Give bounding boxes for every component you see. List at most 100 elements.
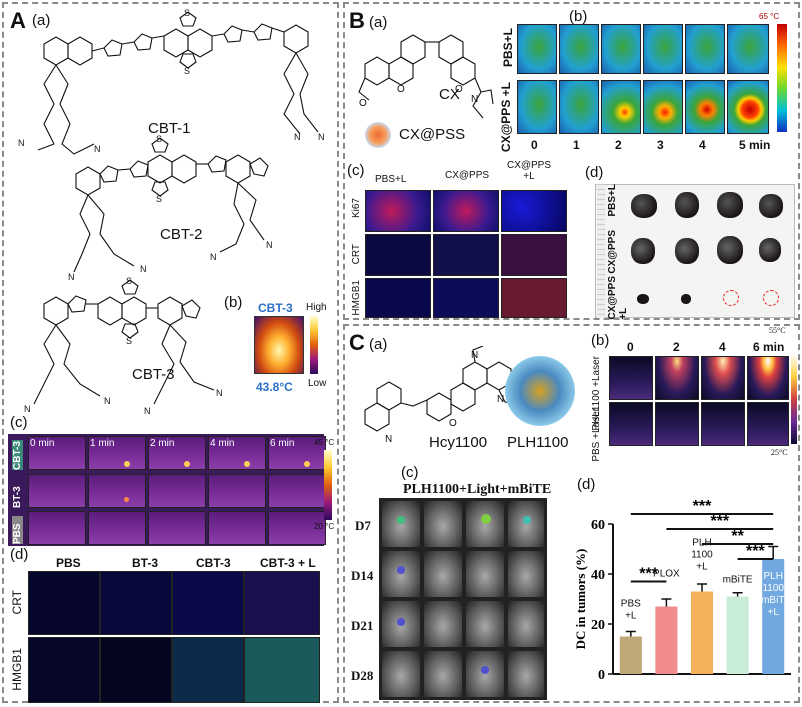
molecule-label-cbt1: CBT-1 bbox=[148, 120, 191, 137]
stain-row-crt: CRT bbox=[10, 590, 24, 615]
micro-d21-3 bbox=[507, 600, 545, 648]
panel-b-sub-c: (c) bbox=[347, 162, 365, 179]
significance-stars: *** bbox=[639, 566, 658, 583]
nir-colorbar bbox=[791, 354, 797, 444]
tumor-row-0: PBS+L bbox=[607, 184, 618, 217]
svg-text:S: S bbox=[156, 134, 162, 144]
cx-tile-cx-5 bbox=[727, 80, 769, 134]
svg-text:N: N bbox=[497, 394, 504, 405]
micro-d28-1 bbox=[423, 650, 463, 698]
tumor-1-0 bbox=[631, 238, 655, 264]
plh1100-nanoparticle bbox=[505, 356, 575, 426]
panel-b-sub-a: (a) bbox=[369, 14, 388, 31]
cx-tile-pbs-5 bbox=[727, 24, 769, 74]
micro-title: PLH1100+Light+mBiTE bbox=[403, 482, 552, 497]
panel-c-sub-b: (b) bbox=[591, 332, 610, 349]
svg-text:S: S bbox=[126, 336, 132, 346]
panel-a-letter: A bbox=[10, 8, 26, 33]
cx-stain-hmgb1-2 bbox=[501, 278, 567, 318]
hcy1100-structure: N O N N bbox=[364, 346, 518, 445]
ir-time-4: 6 min bbox=[270, 438, 295, 449]
cx-tile-pbs-1 bbox=[559, 24, 599, 74]
cx-tile-pbs-3 bbox=[643, 24, 683, 74]
svg-text:N: N bbox=[318, 132, 325, 142]
bar bbox=[762, 559, 785, 674]
svg-text:N: N bbox=[216, 388, 223, 398]
panel-b-sub-b: (b) bbox=[569, 8, 588, 25]
cx-time-5: 5 min bbox=[739, 138, 771, 152]
panel-a-sub-a: (a) bbox=[32, 12, 51, 29]
stain-col-cbt3: CBT-3 bbox=[196, 556, 231, 570]
cx-stain-ki67-0 bbox=[365, 190, 431, 232]
cx-tile-cx-0 bbox=[517, 80, 557, 134]
svg-text:N: N bbox=[18, 138, 25, 148]
cx-stain-row-hmgb1: HMGB1 bbox=[351, 280, 362, 316]
category-label: +L bbox=[625, 611, 637, 622]
micro-d28-0 bbox=[381, 650, 421, 698]
stain-crt-cbt3 bbox=[172, 571, 244, 635]
category-label: 1100 bbox=[691, 550, 713, 561]
y-tick-label: 0 bbox=[598, 668, 605, 683]
significance-stars: *** bbox=[746, 543, 765, 560]
ir-colorbar bbox=[324, 450, 332, 520]
micro-d7-1 bbox=[423, 500, 463, 548]
svg-text:N: N bbox=[385, 434, 392, 445]
ir-row-label-bt3: BT-3 bbox=[12, 486, 23, 508]
cx-row-pbs: PBS+L bbox=[501, 28, 515, 68]
thermal-high-label: High bbox=[306, 302, 327, 313]
svg-text:O: O bbox=[359, 98, 367, 109]
y-tick-label: 20 bbox=[591, 618, 605, 633]
svg-text:N: N bbox=[471, 94, 478, 105]
panel-a-sub-d: (d) bbox=[10, 546, 29, 563]
tumor-1-3 bbox=[759, 238, 781, 262]
cx-time-1: 1 bbox=[573, 138, 580, 152]
cx-stain-col-1: CX@PPS bbox=[445, 170, 490, 181]
category-label: PBS bbox=[621, 599, 641, 610]
cx-tile-pbs-2 bbox=[601, 24, 641, 74]
ir-time-2: 2 min bbox=[150, 438, 175, 449]
micro-d14-3 bbox=[507, 550, 545, 598]
svg-text:S: S bbox=[184, 66, 190, 76]
ir-hotspot-1 bbox=[124, 461, 130, 467]
cx-stain-row-crt: CRT bbox=[351, 244, 362, 265]
stain-crt-cbt3-l bbox=[244, 571, 320, 635]
svg-text:N: N bbox=[24, 404, 31, 414]
nir-time-0: 0 bbox=[627, 340, 634, 354]
nir-tile-plh-1 bbox=[655, 356, 699, 400]
svg-text:N: N bbox=[266, 240, 273, 250]
thermal-sample-label: CBT-3 bbox=[258, 301, 293, 315]
cx-molecule-label: CX bbox=[439, 86, 460, 103]
micro-day-d14: D14 bbox=[351, 568, 374, 583]
cx-time-4: 4 bbox=[699, 138, 706, 152]
cx-row-cx: CX@PPS +L bbox=[499, 82, 513, 153]
nir-time-3: 6 min bbox=[753, 340, 785, 354]
panel-c-letter: C bbox=[349, 330, 365, 355]
nir-row-pbs: PBS +Laser bbox=[591, 408, 602, 462]
svg-text:S: S bbox=[184, 8, 190, 18]
panel-a-sub-b: (b) bbox=[224, 294, 243, 311]
micro-d28-2 bbox=[465, 650, 505, 698]
nir-scale-min: 25°C bbox=[771, 448, 788, 457]
ir-time-0: 0 min bbox=[30, 438, 55, 449]
micro-d14-0 bbox=[381, 550, 421, 598]
ir-time-3: 4 min bbox=[210, 438, 235, 449]
stain-col-bt3: BT-3 bbox=[132, 556, 159, 570]
stain-col-pbs: PBS bbox=[56, 556, 81, 570]
panel-c-sub-c: (c) bbox=[401, 464, 419, 481]
category-label: PLH bbox=[763, 571, 782, 582]
cx-stain-col-0: PBS+L bbox=[375, 174, 407, 185]
cx-nano-label: CX@PSS bbox=[399, 126, 466, 143]
ir-hotspot-4 bbox=[304, 461, 310, 467]
stain-row-hmgb1: HMGB1 bbox=[10, 648, 24, 691]
thermal-low-label: Low bbox=[308, 378, 327, 389]
tumor-0-2 bbox=[717, 192, 743, 218]
cx-stain-row-ki67: Ki67 bbox=[351, 198, 362, 219]
cbt-structures: N N N N N N N N N N N N S S S S S S bbox=[18, 8, 325, 416]
micro-d7-0 bbox=[381, 500, 421, 548]
stain-hmgb1-pbs bbox=[28, 637, 100, 703]
svg-text:N: N bbox=[144, 406, 151, 416]
micro-spot-3 bbox=[523, 516, 531, 524]
svg-text:S: S bbox=[126, 276, 132, 286]
